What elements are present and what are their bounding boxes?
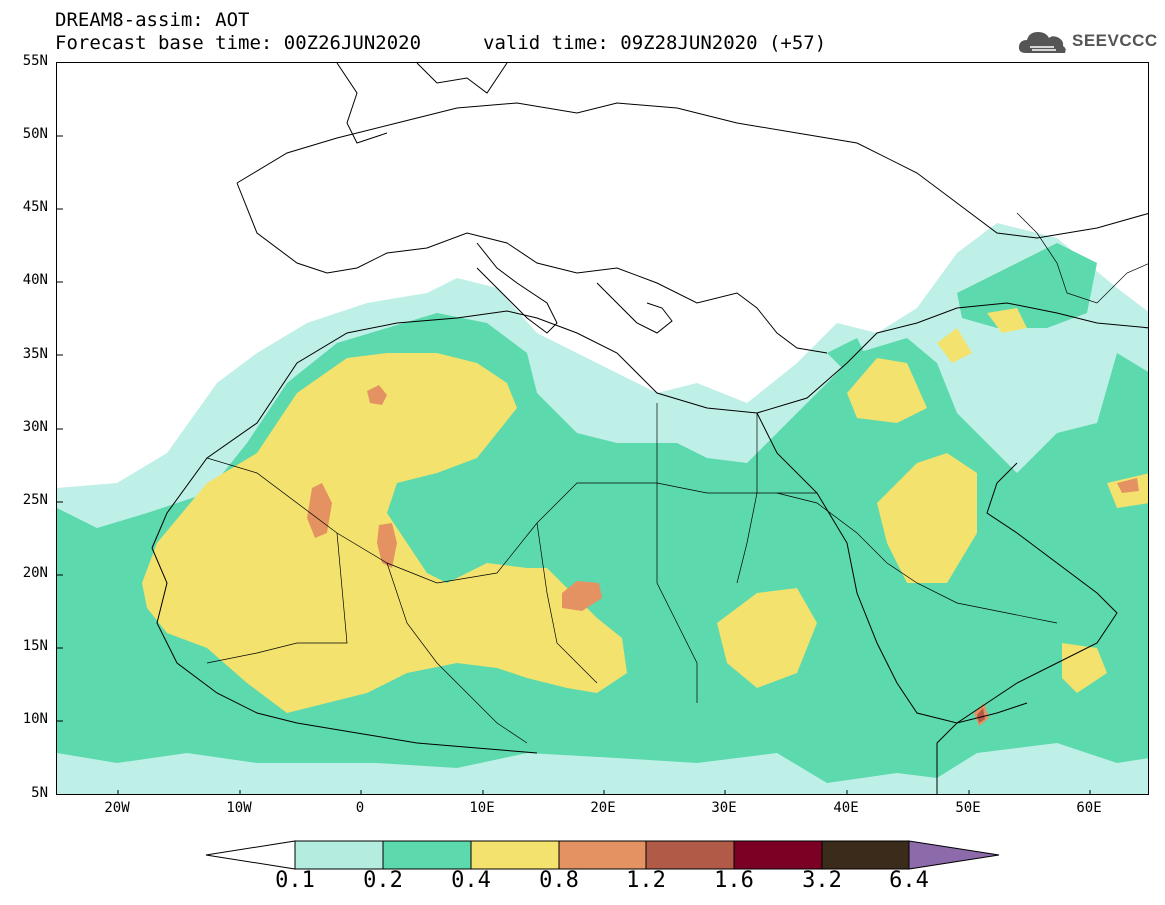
- lon-label-20e: 20E: [590, 800, 616, 816]
- aot-contour-1-2: [977, 708, 985, 723]
- legend-label-1-2: 1.2: [626, 868, 666, 893]
- lat-label-5n: 5N: [31, 785, 48, 801]
- lat-label-50n: 50N: [22, 126, 48, 142]
- color-bar-segment-0-8: [558, 840, 647, 870]
- color-bar-over-arrow: [908, 840, 1000, 870]
- legend-label-1-6: 1.6: [714, 868, 754, 893]
- color-bar: [205, 840, 1000, 870]
- legend-label-0-1: 0.1: [275, 868, 315, 893]
- color-bar-segment-0-4: [470, 840, 560, 870]
- lat-label-10n: 10N: [22, 711, 48, 727]
- color-bar-segment-1-6: [733, 840, 823, 870]
- lat-label-35n: 35N: [22, 346, 48, 362]
- forecast-base-time: Forecast base time: 00Z26JUN2020: [55, 32, 422, 54]
- cloud-icon: [1018, 32, 1066, 53]
- coastlines: [151, 63, 1148, 794]
- seevccc-logo: SEEVCCC: [1016, 25, 1157, 57]
- axis-ticks: [57, 135, 1091, 794]
- lat-label-20n: 20N: [22, 565, 48, 581]
- lon-label-10e: 10E: [469, 800, 495, 816]
- color-bar-segment-1-2: [645, 840, 735, 870]
- lat-label-45n: 45N: [22, 199, 48, 215]
- legend-label-3-2: 3.2: [802, 868, 842, 893]
- aot-contour-0-8: [307, 385, 1139, 726]
- lat-label-15n: 15N: [22, 638, 48, 654]
- lon-label-20w: 20W: [104, 800, 130, 816]
- color-bar-under-arrow: [205, 840, 296, 870]
- lat-label-25n: 25N: [22, 492, 48, 508]
- lon-label-50e: 50E: [955, 800, 981, 816]
- lon-label-30e: 30E: [711, 800, 737, 816]
- lat-label-55n: 55N: [22, 53, 48, 69]
- color-bar-segment-3-2: [821, 840, 910, 870]
- lon-label-0: 0: [355, 800, 365, 816]
- legend-label-0-8: 0.8: [539, 868, 579, 893]
- legend-label-0-4: 0.4: [451, 868, 491, 893]
- color-bar-segment-0-2: [382, 840, 472, 870]
- valid-time: valid time: 09Z28JUN2020 (+57): [483, 32, 827, 54]
- lon-label-60e: 60E: [1076, 800, 1102, 816]
- lat-label-40n: 40N: [22, 272, 48, 288]
- logo-text: SEEVCCC: [1072, 31, 1158, 50]
- legend-label-0-2: 0.2: [363, 868, 403, 893]
- color-bar-segment-0-1: [294, 840, 384, 870]
- country-borders: [206, 212, 1148, 744]
- legend-label-6-4: 6.4: [889, 868, 929, 893]
- map-title: DREAM8-assim: AOT: [55, 9, 250, 31]
- aot-map: [56, 62, 1149, 795]
- lat-label-30n: 30N: [22, 419, 48, 435]
- lon-label-10w: 10W: [226, 800, 252, 816]
- lon-label-40e: 40E: [833, 800, 859, 816]
